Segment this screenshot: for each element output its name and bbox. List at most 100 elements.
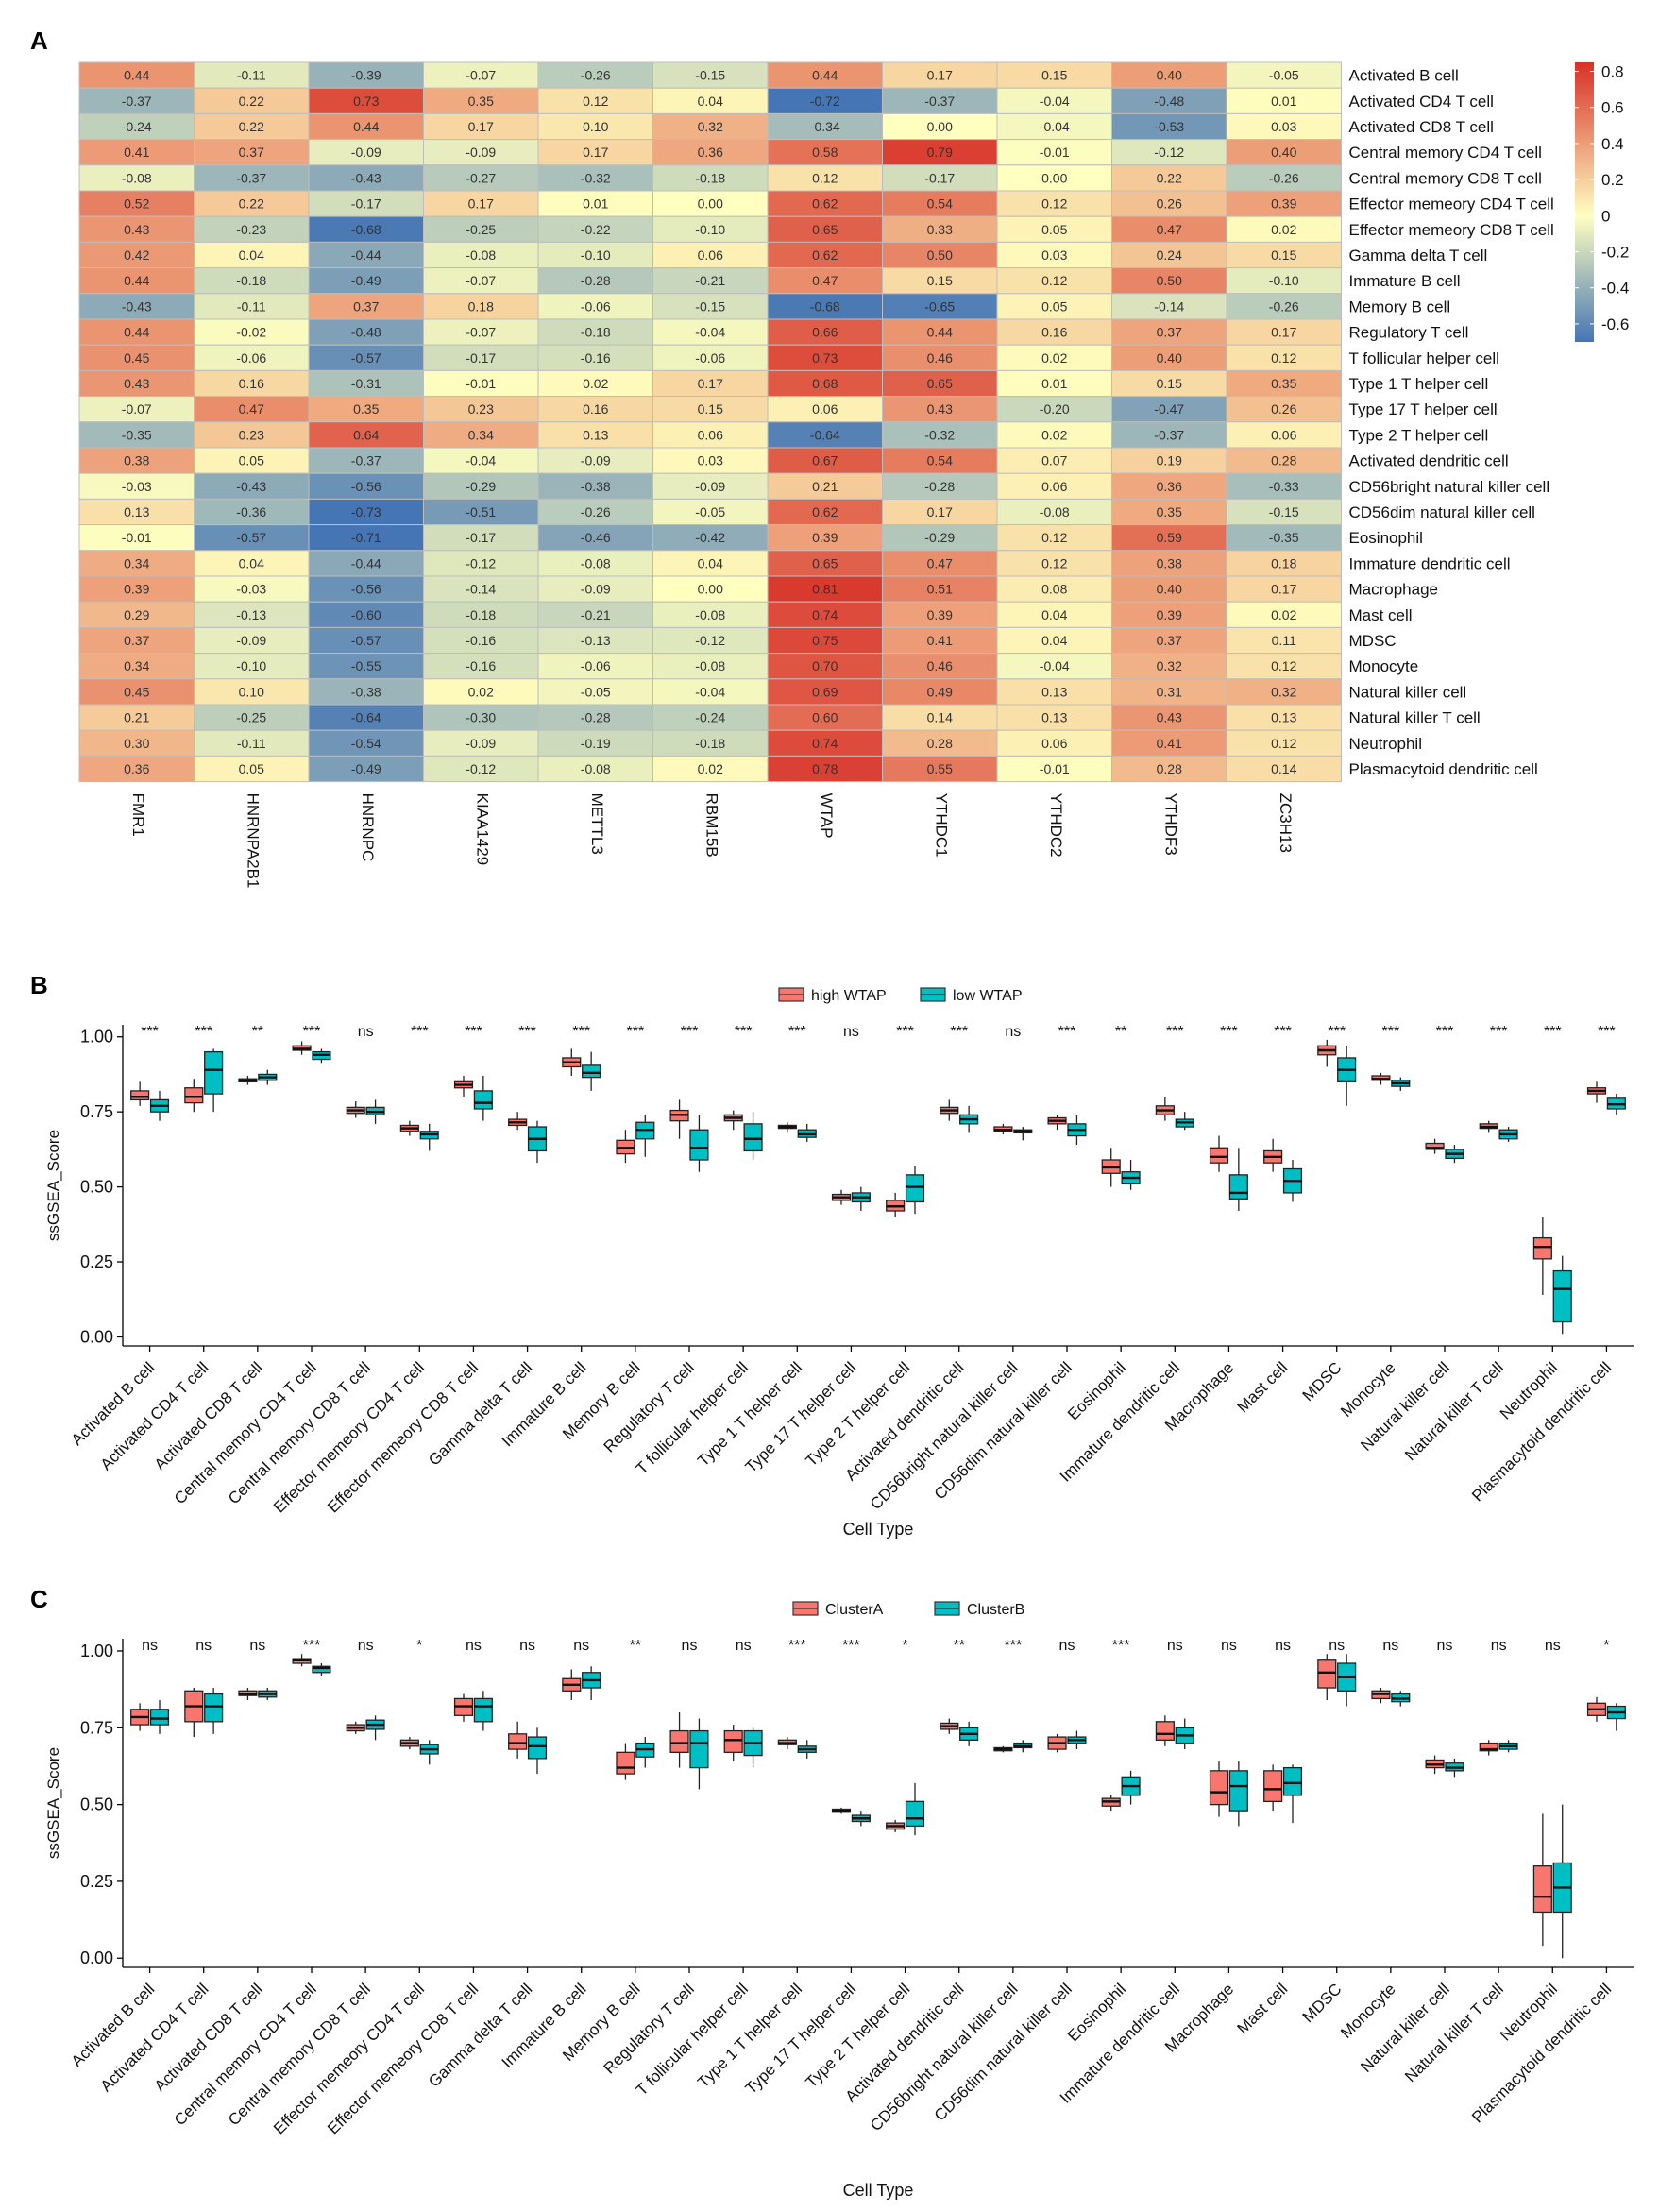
y-tick-label: 1.00 <box>80 1642 113 1660</box>
heatmap-cell <box>882 498 998 526</box>
heatmap-row-label: Central memory CD4 T cell <box>1349 144 1542 162</box>
heatmap-cell-value: 0.44 <box>812 68 838 83</box>
heatmap-cell-value: 0.78 <box>812 761 838 776</box>
heatmap-cell-value: 0.16 <box>1041 325 1067 340</box>
heatmap-cell-value: -0.18 <box>581 325 611 340</box>
x-tick-label: MDSC <box>1299 1358 1346 1404</box>
heatmap-cell-value: 0.45 <box>124 350 149 366</box>
heatmap-cell <box>78 678 195 706</box>
heatmap-column-label: YTHDF3 <box>1161 793 1179 856</box>
heatmap-cell-value: 0.00 <box>698 582 723 597</box>
heatmap-cell <box>308 396 424 423</box>
heatmap-cell-value: 0.65 <box>927 376 953 391</box>
heatmap-cell-value: 0.30 <box>124 736 149 751</box>
y-tick-label: 0.00 <box>80 1948 113 1967</box>
heatmap-cell-value: 0.41 <box>1157 736 1182 751</box>
heatmap-row-label: Macrophage <box>1349 581 1439 599</box>
heatmap-cell-value: 0.02 <box>698 761 723 776</box>
heatmap-cell-value: 0.35 <box>353 401 379 417</box>
heatmap-cell <box>996 575 1112 603</box>
heatmap-cell <box>996 396 1112 423</box>
significance-label: ns <box>466 1638 482 1654</box>
significance-label: ns <box>573 1638 589 1654</box>
heatmap-cell <box>194 344 310 371</box>
heatmap-cell-value: -0.13 <box>581 633 611 648</box>
significance-label: ** <box>630 1638 641 1654</box>
box-iqr <box>616 1751 635 1775</box>
heatmap-cell-value: 0.13 <box>1271 710 1296 725</box>
heatmap-cell <box>423 498 539 526</box>
y-tick-label: 0.50 <box>80 1178 113 1197</box>
heatmap-cell-value: -0.54 <box>351 736 381 751</box>
heatmap-cell-value: 0.49 <box>927 684 953 699</box>
significance-label: ns <box>1382 1638 1398 1654</box>
heatmap-cell-value: -0.28 <box>924 479 955 494</box>
heatmap-cell <box>767 575 883 603</box>
heatmap-row-label: MDSC <box>1349 632 1397 650</box>
legend-tick-label: 0.8 <box>1601 63 1624 81</box>
x-tick-label: Natural killer T cell <box>1401 1358 1507 1464</box>
heatmap-cell <box>537 653 653 680</box>
heatmap-cell <box>1226 678 1342 706</box>
heatmap-cell <box>78 524 195 552</box>
heatmap-cell-value: -0.17 <box>466 350 496 366</box>
heatmap-cell <box>1111 524 1227 552</box>
heatmap-cell-value: 0.22 <box>1157 170 1182 185</box>
heatmap-cell-value: -0.28 <box>581 273 611 288</box>
heatmap-cell-value: -0.05 <box>581 684 611 699</box>
significance-label: *** <box>303 1638 321 1654</box>
heatmap-cell-value: -0.04 <box>695 325 725 340</box>
heatmap-cell-value: -0.57 <box>236 530 266 545</box>
heatmap-cell-value: -0.14 <box>466 582 496 597</box>
heatmap-cell <box>1226 755 1342 783</box>
heatmap-column-label: KIAA1429 <box>473 793 491 866</box>
heatmap-cell <box>996 190 1112 217</box>
box-iqr <box>204 1693 224 1723</box>
heatmap-row-label: Activated dendritic cell <box>1349 452 1509 470</box>
heatmap-cell-value: 0.47 <box>1157 222 1182 237</box>
heatmap-cell-value: 0.55 <box>927 761 953 776</box>
legend-label: ClusterA <box>825 1602 884 1618</box>
heatmap-cell <box>1226 421 1342 449</box>
significance-label: ns <box>736 1638 752 1654</box>
heatmap-cell <box>537 344 653 371</box>
heatmap-cell-value: -0.38 <box>351 684 381 699</box>
heatmap-cell-value: 0.17 <box>927 504 953 519</box>
panel-b-boxplot: B high WTAP low WTAP 1.00 0.75 0.50 0.25 0.00 s… <box>30 971 1634 1539</box>
heatmap-cell <box>1111 729 1227 757</box>
heatmap-cell-value: -0.16 <box>581 350 611 366</box>
heatmap-cell-value: -0.11 <box>237 298 266 314</box>
heatmap-cell-value: 0.01 <box>1271 94 1296 109</box>
heatmap-cell-value: -0.17 <box>351 196 381 212</box>
heatmap-column-label: HNRNPC <box>359 793 377 862</box>
heatmap-cell <box>78 421 195 449</box>
heatmap-cell <box>308 626 424 655</box>
panel-label-a: A <box>30 26 48 55</box>
heatmap-cell <box>652 215 769 243</box>
heatmap-cell <box>194 318 310 346</box>
heatmap-cell-value: 0.04 <box>239 555 264 570</box>
heatmap-cell <box>78 293 195 320</box>
heatmap-cell-value: -0.29 <box>466 479 496 494</box>
heatmap-cell-value: 0.00 <box>698 196 723 212</box>
heatmap-row-label: Immature B cell <box>1349 272 1461 290</box>
heatmap-cell-value: -0.29 <box>924 530 955 545</box>
heatmap-cell <box>767 704 883 731</box>
significance-label: *** <box>141 1024 159 1040</box>
heatmap-cell <box>537 755 653 783</box>
y-tick-label: 0.75 <box>80 1718 113 1737</box>
heatmap-cell-value: -0.09 <box>236 633 266 648</box>
heatmap-cell <box>537 472 653 500</box>
heatmap-row-label: Type 2 T helper cell <box>1349 426 1489 444</box>
heatmap-cell-value: -0.43 <box>236 479 266 494</box>
heatmap-cell-value: 0.64 <box>353 427 379 442</box>
heatmap-cell <box>652 61 769 89</box>
heatmap-cell-value: 0.03 <box>1271 119 1296 134</box>
y-tick-label: 0.25 <box>80 1872 113 1891</box>
heatmap-cell-value: 0.00 <box>927 119 953 134</box>
heatmap-cell <box>1226 729 1342 757</box>
heatmap-cell <box>78 241 195 269</box>
heatmap-cell <box>423 601 539 628</box>
heatmap-cell-value: -0.08 <box>1040 504 1070 519</box>
heatmap-cell <box>652 653 769 680</box>
